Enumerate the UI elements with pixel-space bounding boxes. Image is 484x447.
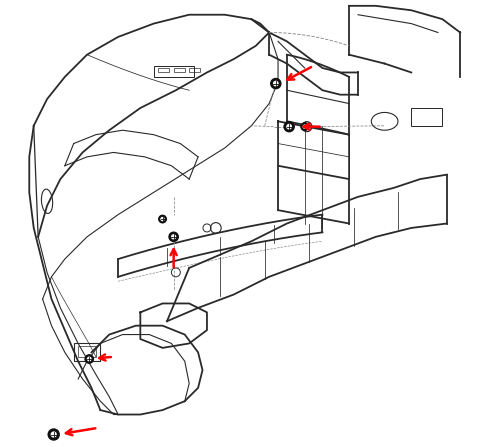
Circle shape <box>168 232 179 242</box>
Circle shape <box>171 234 176 240</box>
Circle shape <box>87 357 91 362</box>
Circle shape <box>84 354 94 364</box>
Circle shape <box>270 78 281 89</box>
Circle shape <box>272 80 278 86</box>
Circle shape <box>300 122 308 131</box>
Circle shape <box>302 124 306 129</box>
Circle shape <box>283 121 294 132</box>
Circle shape <box>50 431 57 438</box>
Circle shape <box>160 217 165 221</box>
Circle shape <box>286 124 291 130</box>
Circle shape <box>158 215 166 224</box>
Circle shape <box>47 428 60 441</box>
